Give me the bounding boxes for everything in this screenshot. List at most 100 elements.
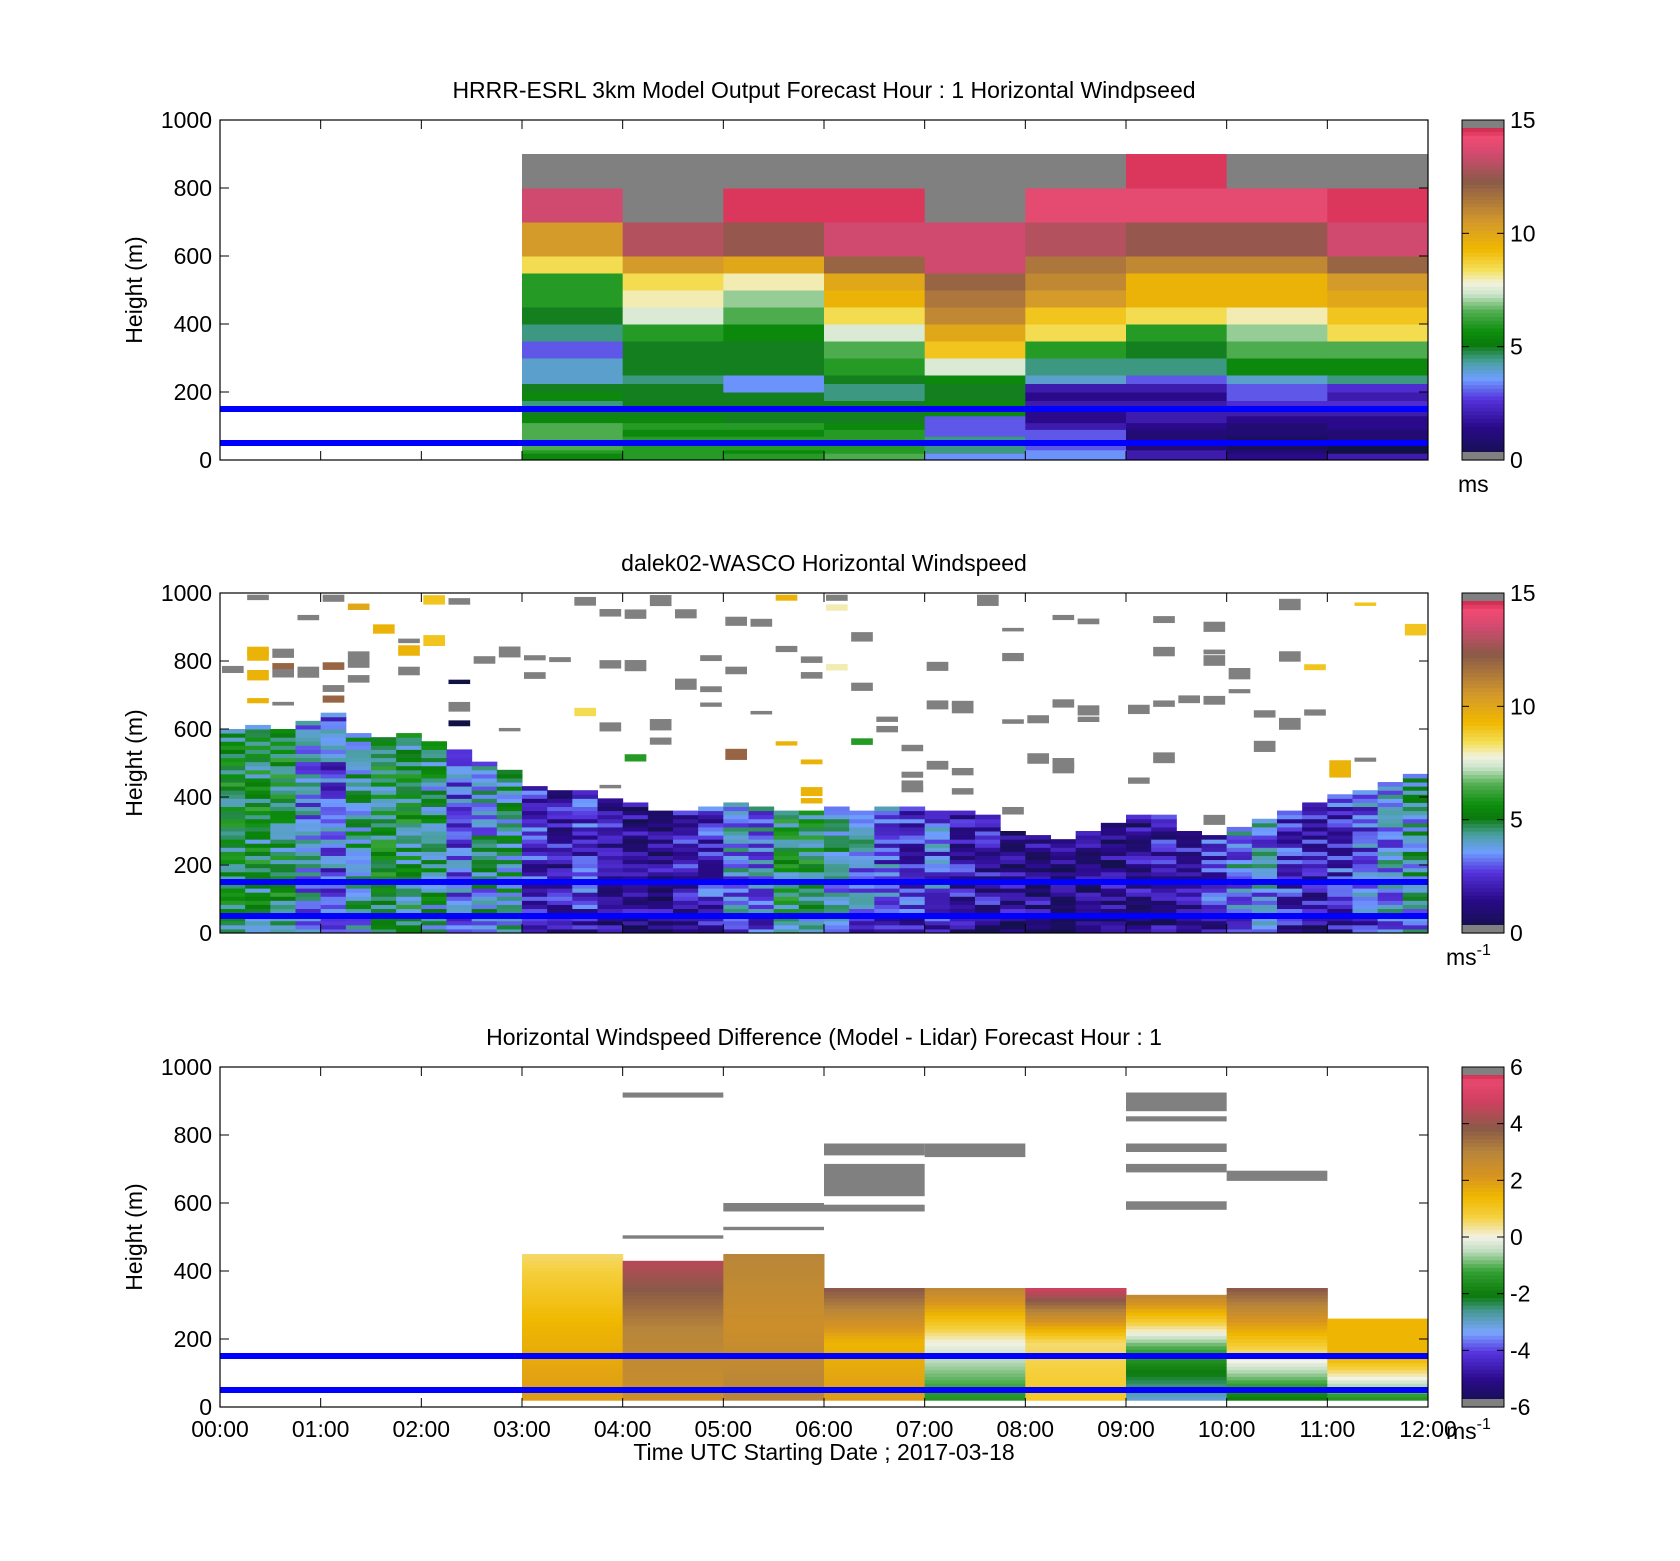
heatmap-cell	[1126, 422, 1228, 430]
heatmap-cell	[949, 875, 976, 881]
colorbar-swatch	[1462, 740, 1504, 745]
heatmap-cell	[800, 798, 823, 804]
heatmap-cell	[773, 855, 800, 861]
heatmap-cell	[270, 822, 296, 828]
heatmap-cell	[824, 429, 926, 437]
heatmap-cell	[773, 818, 800, 824]
heatmap-cell	[1025, 924, 1051, 930]
heatmap-cell	[471, 839, 498, 844]
heatmap-cell	[798, 875, 825, 881]
heatmap-cell	[622, 1305, 724, 1309]
heatmap-cell	[522, 1379, 624, 1384]
colorbar-swatch	[1462, 1165, 1504, 1170]
heatmap-cell	[725, 748, 747, 760]
colorbar-swatch	[1462, 1101, 1504, 1106]
heatmap-cell	[1226, 1332, 1328, 1337]
heatmap-cell	[421, 888, 447, 893]
colorbar-swatch	[1462, 1289, 1504, 1295]
heatmap-cell	[1025, 1349, 1127, 1354]
heatmap-cell	[1404, 623, 1427, 636]
heatmap-cell	[522, 222, 624, 257]
heatmap-cell	[421, 826, 447, 832]
heatmap-cell	[396, 896, 422, 901]
heatmap-cell	[622, 904, 649, 910]
colorbar-swatch	[1462, 361, 1504, 367]
heatmap-cell	[522, 863, 548, 869]
heatmap-cell	[899, 908, 926, 914]
heatmap-cell	[1050, 888, 1077, 893]
heatmap-cell	[1126, 847, 1152, 852]
heatmap-cell	[547, 798, 573, 803]
colorbar-swatch	[1462, 1123, 1504, 1129]
heatmap-cell	[1050, 851, 1077, 856]
heatmap-cell	[245, 851, 271, 856]
heatmap-cell	[622, 400, 724, 410]
heatmap-cell	[1226, 896, 1253, 901]
heatmap-cell	[647, 875, 674, 881]
colorbar-swatch	[1462, 154, 1504, 159]
heatmap-cell	[522, 835, 548, 840]
heatmap-cell	[1402, 822, 1429, 828]
heatmap-cell	[1025, 920, 1051, 926]
colorbar-swatch	[1462, 1365, 1504, 1370]
heatmap-cell	[547, 863, 573, 869]
colorbar-tick-label: -6	[1510, 1394, 1530, 1420]
heatmap-cell	[471, 904, 498, 910]
heatmap-cell	[1025, 1328, 1127, 1333]
heatmap-cell	[824, 908, 850, 914]
heatmap-cell	[1050, 871, 1077, 877]
heatmap-cell	[496, 798, 523, 803]
heatmap-cell	[824, 1288, 926, 1292]
heatmap-cell	[320, 724, 347, 730]
heatmap-cell	[1025, 843, 1051, 848]
heatmap-cell	[421, 843, 447, 848]
heatmap-cell	[723, 324, 825, 342]
heatmap-cell	[1327, 822, 1353, 828]
heatmap-cell	[396, 810, 422, 816]
heatmap-cell	[700, 655, 722, 662]
heatmap-cell	[1277, 871, 1303, 877]
colorbar-swatch	[1462, 853, 1504, 859]
heatmap-cell	[1050, 924, 1077, 930]
colorbar-swatch	[1462, 619, 1504, 624]
heatmap-cell	[522, 409, 624, 417]
heatmap-cell	[220, 790, 246, 795]
heatmap-cell	[723, 843, 749, 848]
colorbar-swatch	[1462, 687, 1504, 692]
heatmap-cell	[1327, 324, 1429, 342]
heatmap-cell	[1126, 1332, 1228, 1337]
heatmap-cell	[647, 810, 674, 816]
heatmap-cell	[220, 896, 246, 901]
heatmap-cell	[320, 875, 347, 881]
heatmap-cell	[824, 822, 850, 828]
heatmap-cell	[673, 928, 699, 934]
colorbar-swatch	[1462, 1274, 1504, 1280]
heatmap-cell	[245, 802, 271, 808]
heatmap-cell	[622, 1267, 724, 1272]
heatmap-cell	[1025, 1288, 1127, 1292]
heatmap-cell	[496, 769, 523, 775]
heatmap-cell	[247, 649, 269, 661]
heatmap-cell	[949, 908, 976, 914]
colorbar-swatch	[1462, 1203, 1504, 1208]
heatmap-cell	[673, 851, 699, 856]
heatmap-cell	[924, 908, 951, 914]
heatmap-cell	[1075, 855, 1102, 861]
heatmap-cell	[1327, 1328, 1429, 1333]
heatmap-cell	[723, 436, 825, 444]
colorbar-swatch	[1462, 237, 1504, 242]
heatmap-cell	[723, 188, 825, 223]
heatmap-cell	[270, 839, 296, 844]
heatmap-cell	[647, 920, 674, 926]
heatmap-cell	[1226, 1362, 1328, 1367]
heatmap-cell	[446, 794, 473, 799]
panel-title: dalek02-WASCO Horizontal Windspeed	[621, 550, 1027, 576]
heatmap-cell	[371, 765, 397, 771]
heatmap-cell	[1025, 1345, 1127, 1350]
heatmap-cell	[371, 904, 397, 910]
heatmap-cell	[647, 843, 674, 848]
heatmap-cell	[824, 920, 850, 926]
heatmap-cell	[1226, 1301, 1328, 1306]
heatmap-cell	[723, 1379, 825, 1384]
heatmap-cell	[446, 773, 473, 779]
